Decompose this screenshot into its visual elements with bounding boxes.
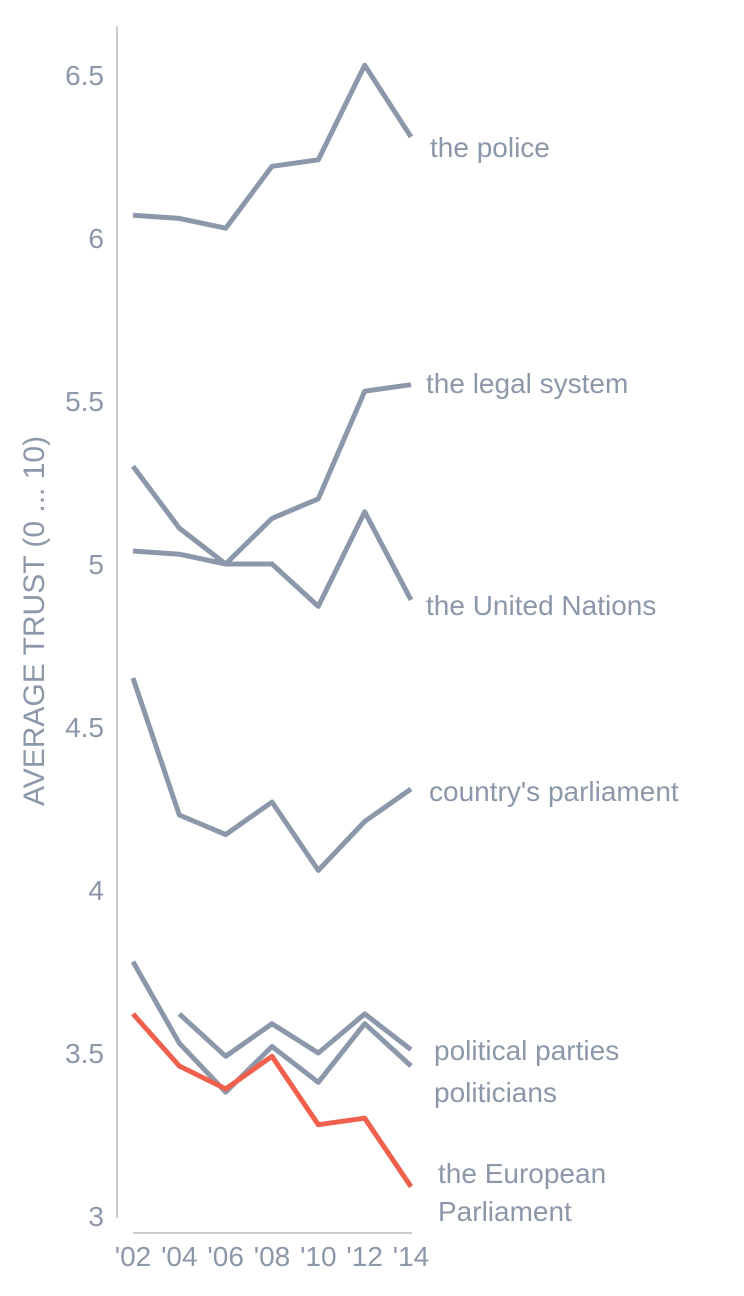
x-tick-label: '02: [115, 1241, 152, 1272]
series-label-the-legal-system: the legal system: [426, 368, 628, 399]
series-label-country-s-parliament: country's parliament: [429, 776, 679, 807]
y-axis-title: AVERAGE TRUST (0 ... 10): [18, 436, 51, 806]
y-tick-labels: 3 3.5 4 4.5 5 5.5 6 6.5: [65, 60, 104, 1232]
series-line-the-police: [132, 62, 414, 231]
x-tick-label: '14: [393, 1241, 430, 1272]
series-label-politicians: politicians: [434, 1077, 557, 1108]
series-line-the-legal-system: [132, 382, 412, 567]
y-tick-label: 3.5: [65, 1038, 104, 1069]
y-tick-label: 3: [88, 1201, 104, 1232]
series-label-the-united-nations: the United Nations: [426, 590, 656, 621]
series-line-country-s-parliament: [130, 677, 413, 873]
y-tick-label: 4.5: [65, 712, 104, 743]
axes: AVERAGE TRUST (0 ... 10): [18, 26, 412, 1234]
series-lines: [130, 62, 414, 1189]
y-tick-label: 4: [88, 875, 104, 906]
y-tick-label: 5.5: [65, 386, 104, 417]
series-line-the-european-parliament: [131, 1012, 414, 1189]
series-line-political-parties: [177, 1011, 413, 1059]
y-tick-label: 6: [88, 223, 104, 254]
series-label-the-european-parliament: the European Parliament: [438, 1158, 606, 1227]
series-label-political-parties: political parties: [434, 1035, 619, 1066]
x-tick-label: '12: [346, 1241, 383, 1272]
series-line-the-united-nations: [130, 464, 414, 609]
x-tick-labels: '02 '04 '06 '08 '10 '12 '14: [115, 1241, 430, 1272]
series-line-politicians: [130, 960, 413, 1095]
series-labels: the police the legal system the United Nat…: [426, 132, 679, 1227]
x-tick-label: '04: [161, 1241, 198, 1272]
y-tick-label: 6.5: [65, 60, 104, 91]
x-tick-label: '08: [254, 1241, 291, 1272]
x-tick-label: '06: [207, 1241, 244, 1272]
y-tick-label: 5: [88, 549, 104, 580]
x-tick-label: '10: [300, 1241, 337, 1272]
series-label-the-police: the police: [430, 132, 550, 163]
